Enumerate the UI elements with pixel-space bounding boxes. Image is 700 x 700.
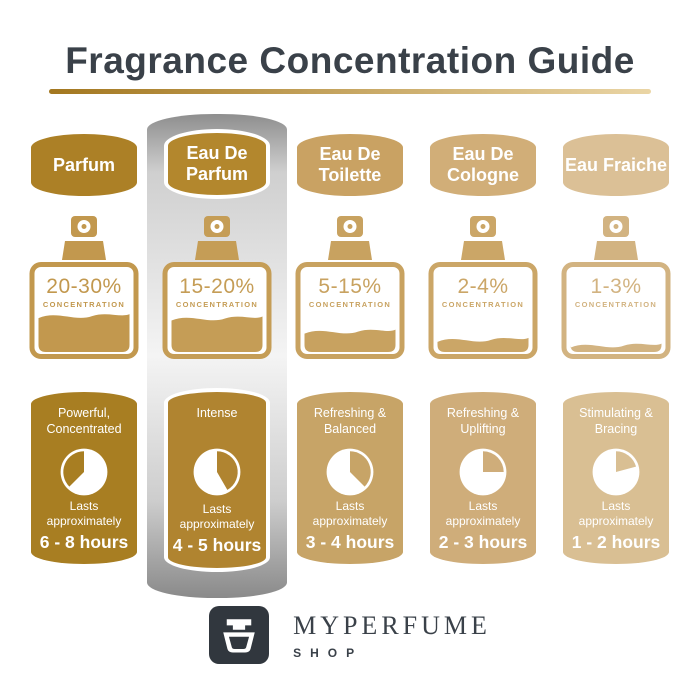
bottle-liquid xyxy=(437,337,529,352)
clock-wedge xyxy=(350,451,371,487)
type-badge: Eau Fraiche xyxy=(563,134,669,196)
lasts-label: Lasts approximately xyxy=(312,499,388,528)
duration-card: Powerful, Concentrated Lasts approximate… xyxy=(31,392,137,564)
duration-value: 3 - 4 hours xyxy=(305,532,395,552)
bottle-cap-icon xyxy=(62,241,106,260)
clock-icon xyxy=(592,448,640,496)
type-badge: Eau De Parfum xyxy=(164,129,270,199)
type-badge: Eau De Toilette xyxy=(297,134,403,196)
type-badge-label: Eau De Cologne xyxy=(447,144,519,185)
duration-value: 4 - 5 hours xyxy=(172,535,262,555)
fragrance-column: Eau De Parfum 15-20% CONCENTRATION Inten xyxy=(162,114,272,598)
bottle-liquid xyxy=(171,316,263,352)
lasts-label: Lasts approximately xyxy=(179,502,255,531)
spray-bottle-graphic xyxy=(428,216,538,359)
duration-card: Stimulating & Bracing Lasts approximatel… xyxy=(563,392,669,564)
bottle-cap-icon xyxy=(328,241,372,260)
bottle-cap-icon xyxy=(461,241,505,260)
concentration-text: 1-3% CONCENTRATION xyxy=(561,275,671,309)
clock-wedge xyxy=(483,451,504,472)
spray-bottle-graphic xyxy=(295,216,405,359)
character-label: Intense xyxy=(196,406,238,420)
spray-bottle-graphic xyxy=(29,216,139,359)
perfume-bottle-logo-icon xyxy=(223,619,255,653)
clock-icon xyxy=(193,448,241,496)
type-badge: Parfum xyxy=(31,134,137,196)
concentration-value: 15-20% xyxy=(179,275,255,298)
perfume-bottle-icon: 20-30% CONCENTRATION xyxy=(29,215,139,360)
page-title: Fragrance Concentration Guide xyxy=(65,40,635,81)
character-label: Stimulating & Bracing xyxy=(579,406,653,437)
title-underline xyxy=(49,89,651,94)
clock-wedge xyxy=(63,451,84,487)
concentration-label: CONCENTRATION xyxy=(441,300,525,309)
lasts-label: Lasts approximately xyxy=(46,499,122,528)
bottle-liquid xyxy=(570,343,662,352)
concentration-label: CONCENTRATION xyxy=(308,300,392,309)
character-label: Refreshing & Balanced xyxy=(313,406,387,437)
perfume-bottle-icon: 2-4% CONCENTRATION xyxy=(428,215,538,360)
type-badge-label: Eau De Toilette xyxy=(318,144,382,185)
bottle-body xyxy=(428,262,538,359)
bottle-liquid xyxy=(304,329,396,352)
brand-subtitle: SHOP xyxy=(293,646,364,660)
bottle-cap-icon xyxy=(195,241,239,260)
brand-logo xyxy=(209,606,270,664)
lasts-label: Lasts approximately xyxy=(445,499,521,528)
concentration-text: 20-30% CONCENTRATION xyxy=(29,275,139,309)
brand-name: MYPERFUME xyxy=(293,611,491,640)
character-label: Refreshing & Uplifting xyxy=(446,406,520,437)
type-badge-label: Eau De Parfum xyxy=(185,143,248,184)
clock-wedge xyxy=(616,451,636,472)
concentration-value: 20-30% xyxy=(46,275,122,298)
fragrance-column: Eau Fraiche 1-3% CONCENTRATION Stimulati xyxy=(561,114,671,598)
duration-card: Refreshing & Uplifting Lasts approximate… xyxy=(430,392,536,564)
concentration-value: 5-15% xyxy=(318,275,382,298)
brand-text: MYPERFUME SHOP xyxy=(293,606,491,664)
duration-card: Intense Lasts approximately 4 - 5 hours xyxy=(164,388,270,572)
duration-card: Refreshing & Balanced Lasts approximatel… xyxy=(297,392,403,564)
perfume-bottle-icon: 5-15% CONCENTRATION xyxy=(295,215,405,360)
fragrance-column: Parfum 20-30% CONCENTRATION Powerful, Co xyxy=(29,114,139,598)
concentration-value: 1-3% xyxy=(590,275,642,298)
perfume-bottle-icon: 1-3% CONCENTRATION xyxy=(561,215,671,360)
concentration-text: 5-15% CONCENTRATION xyxy=(295,275,405,309)
fragrance-column: Eau De Cologne 2-4% CONCENTRATION Refres xyxy=(428,114,538,598)
clock-icon xyxy=(459,448,507,496)
lasts-label: Lasts approximately xyxy=(578,499,654,528)
fragrance-column: Eau De Toilette 5-15% CONCENTRATION Refr xyxy=(295,114,405,598)
spray-bottle-graphic xyxy=(162,216,272,359)
perfume-bottle-icon: 15-20% CONCENTRATION xyxy=(162,215,272,360)
type-badge: Eau De Cologne xyxy=(430,134,536,196)
bottle-cap-icon xyxy=(594,241,638,260)
clock-icon xyxy=(326,448,374,496)
clock-icon xyxy=(60,448,108,496)
duration-value: 2 - 3 hours xyxy=(438,532,528,552)
bottle-liquid xyxy=(38,314,130,352)
type-badge-label: Parfum xyxy=(52,154,115,175)
concentration-value: 2-4% xyxy=(457,275,509,298)
character-label: Powerful, Concentrated xyxy=(46,406,122,437)
duration-value: 6 - 8 hours xyxy=(39,532,129,552)
concentration-label: CONCENTRATION xyxy=(42,300,126,309)
brand-footer: MYPERFUME SHOP xyxy=(0,606,700,664)
concentration-text: 15-20% CONCENTRATION xyxy=(162,275,272,309)
spray-bottle-graphic xyxy=(561,216,671,359)
concentration-text: 2-4% CONCENTRATION xyxy=(428,275,538,309)
concentration-label: CONCENTRATION xyxy=(175,300,259,309)
concentration-label: CONCENTRATION xyxy=(574,300,658,309)
bottle-body xyxy=(561,262,671,359)
clock-wedge xyxy=(217,451,238,490)
duration-value: 1 - 2 hours xyxy=(571,532,661,552)
type-badge-label: Eau Fraiche xyxy=(564,154,668,175)
fragrance-columns: Parfum 20-30% CONCENTRATION Powerful, Co xyxy=(29,114,671,598)
